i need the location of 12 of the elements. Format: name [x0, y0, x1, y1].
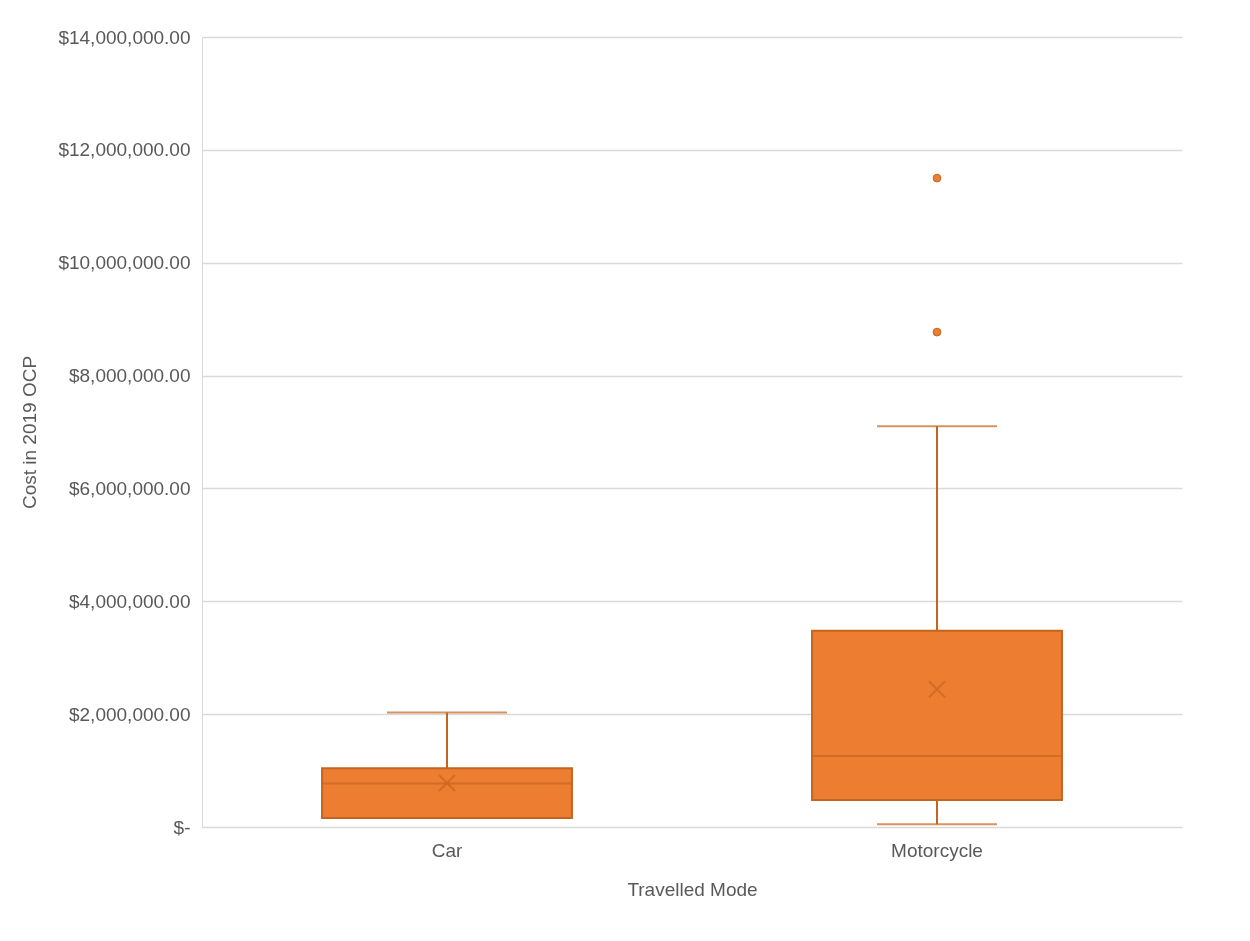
y-tick-label: $6,000,000.00: [68, 477, 191, 499]
x-tick-label: Motorcycle: [891, 839, 983, 861]
y-tick-label: $2,000,000.00: [68, 703, 191, 725]
y-tick-label: $12,000,000.00: [58, 139, 191, 161]
y-tick-label: $10,000,000.00: [58, 252, 191, 274]
y-tick-label: $-: [173, 816, 191, 838]
y-tick-label: $14,000,000.00: [58, 26, 191, 48]
y-tick-label: $4,000,000.00: [68, 590, 191, 612]
y-axis-title: Cost in 2019 OCP: [19, 355, 41, 510]
y-tick-label: $8,000,000.00: [68, 365, 191, 387]
x-axis-title: Travelled Mode: [627, 878, 758, 900]
x-tick-label: Car: [431, 839, 463, 861]
